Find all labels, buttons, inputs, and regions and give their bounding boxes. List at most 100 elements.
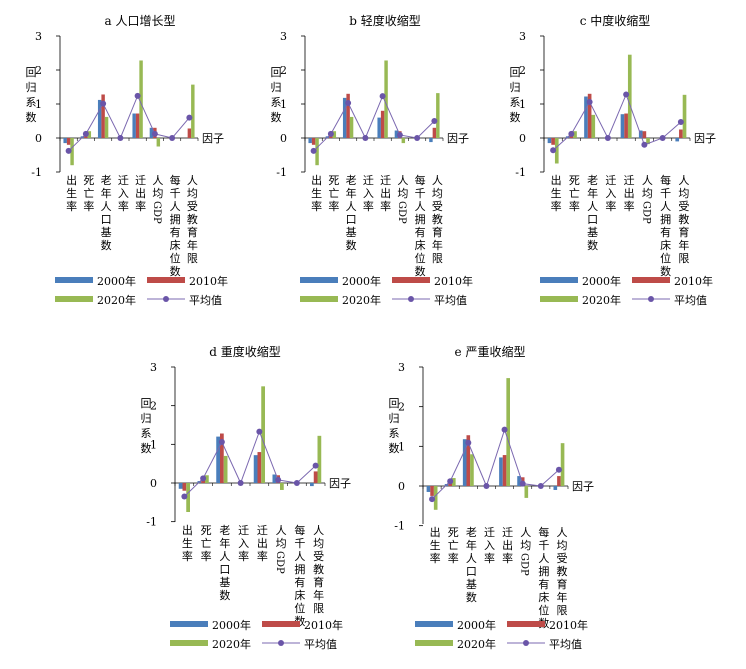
bar-2020 (401, 138, 406, 144)
category-label-4: 迁出率 (135, 174, 146, 213)
category-label-0: 出生率 (66, 173, 77, 213)
legend-1: 2000年 2010年 2020年 平均值 (300, 274, 473, 307)
legend-label: 2010年 (434, 274, 473, 288)
bar-2010 (551, 138, 555, 145)
bar-2000 (462, 439, 467, 486)
category-label-3: 迁入率 (605, 174, 616, 213)
bar-2020 (156, 138, 161, 147)
average-line (313, 94, 435, 152)
legend-marker (523, 640, 529, 646)
y-axis-label: 回归系数 (141, 397, 152, 455)
y-axis-label: 回归系数 (389, 397, 400, 455)
average-marker (181, 493, 188, 500)
category-label-6: 每千人拥有床位数 (415, 173, 426, 278)
legend-label: 2010年 (549, 618, 588, 632)
y-tick-label: -1 (276, 166, 287, 179)
chart-panel-2: c 中度收缩型 -1 0 1 2 3 回归系数因子出生率死亡率老年人口基数迁入率迁出率人均G… (510, 13, 717, 278)
bar-2010 (311, 138, 316, 145)
y-tick-label: 1 (35, 98, 42, 111)
y-tick-label: 3 (398, 361, 405, 374)
bar-2000 (342, 97, 347, 138)
bar-2000 (377, 117, 381, 138)
category-label-5: 人均 (276, 524, 287, 550)
bar-2020 (191, 84, 195, 138)
average-marker (429, 496, 436, 503)
bar-2000 (426, 486, 431, 492)
y-tick-label: 2 (398, 401, 405, 414)
legend-label: 2020年 (342, 293, 381, 307)
average-marker (312, 462, 319, 469)
bar-2020 (627, 54, 632, 139)
average-marker (275, 476, 282, 483)
y-tick-label: 3 (150, 361, 157, 374)
y-axis-label: 回归系数 (271, 66, 282, 124)
average-marker (519, 480, 526, 487)
legend-0: 2000年 2010年 2020年 平均值 (55, 274, 228, 307)
average-marker (447, 478, 454, 485)
legend-swatch (300, 277, 338, 283)
bar-2000 (675, 138, 680, 142)
bar-2020 (315, 138, 319, 166)
category-label-6: 每千人拥有床位数 (294, 523, 305, 628)
category-label-3: 迁入率 (238, 524, 249, 563)
legend-label: 平均值 (434, 294, 467, 307)
legend-swatch (507, 621, 545, 627)
average-marker (200, 475, 207, 482)
category-label-latin: GDP (519, 553, 530, 576)
legend-label: 2010年 (674, 274, 713, 288)
y-tick-label: 0 (519, 132, 526, 145)
category-label-3: 迁入率 (118, 174, 129, 213)
average-marker (256, 428, 263, 435)
legend-label: 2000年 (582, 274, 621, 288)
category-label-4: 迁出率 (380, 174, 391, 213)
chart-panel-3: d 重度收缩型 -1 0 1 2 3 回归系数因子出生率死亡率老年人口基数迁入率迁出率人均G… (141, 344, 352, 628)
average-marker (379, 93, 386, 100)
average-marker (134, 92, 141, 99)
bar-2000 (149, 127, 154, 138)
bar-2020 (591, 114, 596, 138)
x-axis-label: 因子 (202, 132, 224, 145)
y-tick-label: -1 (31, 166, 42, 179)
bar-2000 (97, 99, 102, 138)
average-marker (465, 439, 472, 446)
category-label-7: 人均受教育年限 (556, 526, 567, 617)
bar-2000 (178, 483, 183, 489)
bar-2020 (349, 116, 354, 138)
bar-2010 (257, 452, 262, 483)
bar-2020 (205, 475, 209, 483)
average-marker (237, 480, 244, 486)
bar-2010 (679, 129, 683, 138)
bar-2020 (186, 483, 190, 512)
category-label-latin: GDP (396, 201, 407, 224)
average-marker (345, 99, 352, 106)
legend-swatch (55, 277, 93, 283)
bar-2000 (394, 130, 399, 138)
bar-2020 (682, 94, 687, 138)
bar-2000 (132, 113, 136, 138)
bar-2020 (332, 131, 337, 138)
bar-2020 (223, 455, 228, 483)
bar-2020 (436, 93, 440, 138)
bar-2020 (470, 454, 474, 486)
legend-swatch (415, 621, 453, 627)
bar-2020 (280, 483, 284, 490)
category-label-7: 人均受教育年限 (678, 174, 689, 265)
chart-title: e 严重收缩型 (455, 344, 526, 359)
legend-4: 2000年 2010年 2020年 平均值 (415, 618, 588, 651)
average-marker (568, 130, 575, 137)
bar-2010 (466, 435, 471, 486)
category-label-2: 老年人口基数 (587, 174, 598, 252)
average-marker (483, 483, 490, 489)
y-tick-label: 1 (150, 438, 157, 451)
y-axis-label: 回归系数 (26, 66, 37, 124)
bar-2010 (346, 93, 350, 138)
y-tick-label: 3 (519, 30, 526, 43)
legend-label: 2000年 (212, 618, 251, 632)
average-marker (362, 135, 369, 141)
average-marker (659, 135, 666, 141)
category-label-4: 迁出率 (257, 524, 268, 563)
y-tick-label: 2 (280, 64, 287, 77)
y-tick-label: 0 (398, 480, 405, 493)
bar-2020 (646, 138, 650, 145)
